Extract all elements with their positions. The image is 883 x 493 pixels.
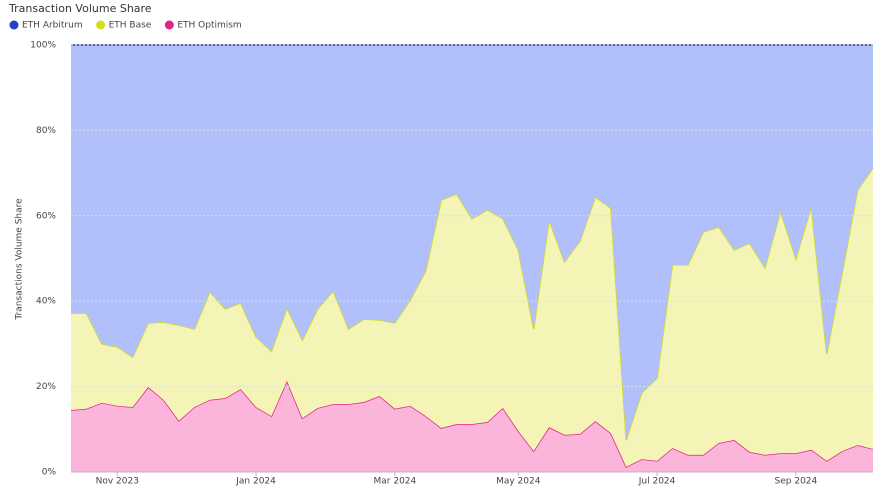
legend-marker (9, 20, 19, 30)
legend-label: ETH Optimism (177, 21, 241, 31)
legend-label: ETH Base (109, 21, 152, 31)
legend-marker (96, 20, 106, 30)
y-tick-label: 0% (42, 468, 57, 478)
y-tick-label: 80% (36, 126, 56, 136)
y-tick-label: 40% (36, 297, 56, 307)
x-tick-label: Sep 2024 (775, 477, 818, 487)
x-tick-label: Nov 2023 (96, 477, 139, 487)
y-tick-label: 100% (30, 41, 56, 51)
legend-marker (164, 20, 174, 30)
chart-title: Transaction Volume Share (8, 2, 152, 15)
y-axis-label: Transactions Volume Share (15, 198, 25, 321)
area (71, 381, 873, 472)
area (71, 45, 873, 440)
area (71, 167, 873, 467)
x-tick-label: Jan 2024 (235, 477, 276, 487)
y-tick-label: 20% (36, 382, 56, 392)
x-tick-label: Mar 2024 (374, 477, 417, 487)
legend-label: ETH Arbitrum (22, 21, 83, 31)
y-tick-label: 60% (36, 211, 56, 221)
x-tick-label: Jul 2024 (638, 477, 676, 487)
x-tick-label: May 2024 (496, 477, 541, 487)
